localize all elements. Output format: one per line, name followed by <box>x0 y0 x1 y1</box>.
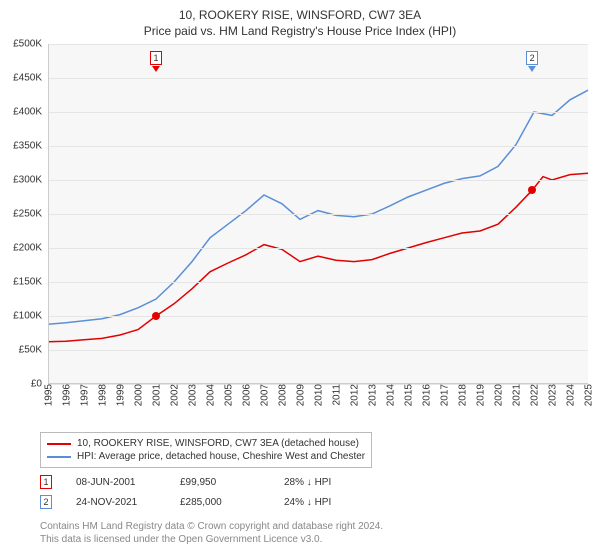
x-axis-label: 1996 <box>60 384 73 406</box>
x-axis-label: 2024 <box>564 384 577 406</box>
chart-title-address: 10, ROOKERY RISE, WINSFORD, CW7 3EA <box>0 0 600 22</box>
axis-line <box>48 383 588 384</box>
sale-dot <box>528 186 536 194</box>
marker-arrow-icon <box>152 66 160 72</box>
x-axis-label: 2003 <box>186 384 199 406</box>
x-axis-label: 2019 <box>474 384 487 406</box>
axis-line <box>48 44 49 384</box>
sale-record-row: 2 24-NOV-2021 £285,000 24% ↓ HPI <box>40 492 590 512</box>
plot-area: £0£50K£100K£150K£200K£250K£300K£350K£400… <box>48 44 588 384</box>
x-axis-label: 2004 <box>204 384 217 406</box>
x-axis-label: 2005 <box>222 384 235 406</box>
y-axis-label: £350K <box>13 141 48 152</box>
x-axis-label: 2013 <box>366 384 379 406</box>
sale-dot <box>152 312 160 320</box>
x-axis-label: 2015 <box>402 384 415 406</box>
x-axis-label: 2018 <box>456 384 469 406</box>
x-axis-label: 2017 <box>438 384 451 406</box>
grid-line <box>48 350 588 351</box>
x-axis-label: 2006 <box>240 384 253 406</box>
x-axis-label: 1999 <box>114 384 127 406</box>
y-axis-label: £300K <box>13 175 48 186</box>
series-hpi <box>48 90 588 324</box>
chart-title-subtitle: Price paid vs. HM Land Registry's House … <box>0 22 600 38</box>
credit-line-2: This data is licensed under the Open Gov… <box>40 533 590 546</box>
record-index-box: 2 <box>40 495 52 509</box>
grid-line <box>48 214 588 215</box>
x-axis-label: 2001 <box>150 384 163 406</box>
x-axis-label: 2007 <box>258 384 271 406</box>
record-price: £99,950 <box>180 477 260 488</box>
legend-swatch <box>47 443 71 445</box>
legend-swatch <box>47 456 71 458</box>
credit-line-1: Contains HM Land Registry data © Crown c… <box>40 520 590 533</box>
marker-box: 2 <box>526 51 538 65</box>
y-axis-label: £50K <box>19 345 48 356</box>
x-axis-label: 1998 <box>96 384 109 406</box>
y-axis-label: £100K <box>13 311 48 322</box>
sale-records: 1 08-JUN-2001 £99,950 28% ↓ HPI 2 24-NOV-2021… <box>40 472 590 512</box>
record-index-box: 1 <box>40 475 52 489</box>
x-axis-label: 2014 <box>384 384 397 406</box>
record-date: 08-JUN-2001 <box>76 477 156 488</box>
x-axis-label: 2021 <box>510 384 523 406</box>
x-axis-label: 2011 <box>330 384 343 406</box>
y-axis-label: £400K <box>13 107 48 118</box>
x-axis-label: 2008 <box>276 384 289 406</box>
x-axis-label: 2016 <box>420 384 433 406</box>
data-credit: Contains HM Land Registry data © Crown c… <box>40 520 590 546</box>
marker-arrow-icon <box>528 66 536 72</box>
grid-line <box>48 112 588 113</box>
sale-record-row: 1 08-JUN-2001 £99,950 28% ↓ HPI <box>40 472 590 492</box>
y-axis-label: £150K <box>13 277 48 288</box>
grid-line <box>48 44 588 45</box>
x-axis-label: 2010 <box>312 384 325 406</box>
grid-line <box>48 248 588 249</box>
x-axis-label: 2022 <box>528 384 541 406</box>
grid-line <box>48 146 588 147</box>
y-axis-label: £200K <box>13 243 48 254</box>
y-axis-label: £500K <box>13 39 48 50</box>
x-axis-label: 2023 <box>546 384 559 406</box>
legend: 10, ROOKERY RISE, WINSFORD, CW7 3EA (det… <box>40 432 372 468</box>
x-axis-label: 2009 <box>294 384 307 406</box>
legend-label: 10, ROOKERY RISE, WINSFORD, CW7 3EA (det… <box>77 438 359 449</box>
record-pct: 28% ↓ HPI <box>284 477 364 488</box>
x-axis-label: 2012 <box>348 384 361 406</box>
chart-container: 10, ROOKERY RISE, WINSFORD, CW7 3EA Pric… <box>0 0 600 560</box>
x-axis-label: 1995 <box>42 384 55 406</box>
x-axis-label: 1997 <box>78 384 91 406</box>
y-axis-label: £450K <box>13 73 48 84</box>
marker-box: 1 <box>150 51 162 65</box>
grid-line <box>48 282 588 283</box>
record-date: 24-NOV-2021 <box>76 497 156 508</box>
legend-row: HPI: Average price, detached house, Ches… <box>47 450 365 463</box>
record-price: £285,000 <box>180 497 260 508</box>
x-axis-label: 2002 <box>168 384 181 406</box>
grid-line <box>48 78 588 79</box>
grid-line <box>48 180 588 181</box>
x-axis-label: 2025 <box>582 384 595 406</box>
x-axis-label: 2020 <box>492 384 505 406</box>
grid-line <box>48 316 588 317</box>
legend-label: HPI: Average price, detached house, Ches… <box>77 451 365 462</box>
y-axis-label: £250K <box>13 209 48 220</box>
x-axis-label: 2000 <box>132 384 145 406</box>
legend-row: 10, ROOKERY RISE, WINSFORD, CW7 3EA (det… <box>47 437 365 450</box>
record-pct: 24% ↓ HPI <box>284 497 364 508</box>
